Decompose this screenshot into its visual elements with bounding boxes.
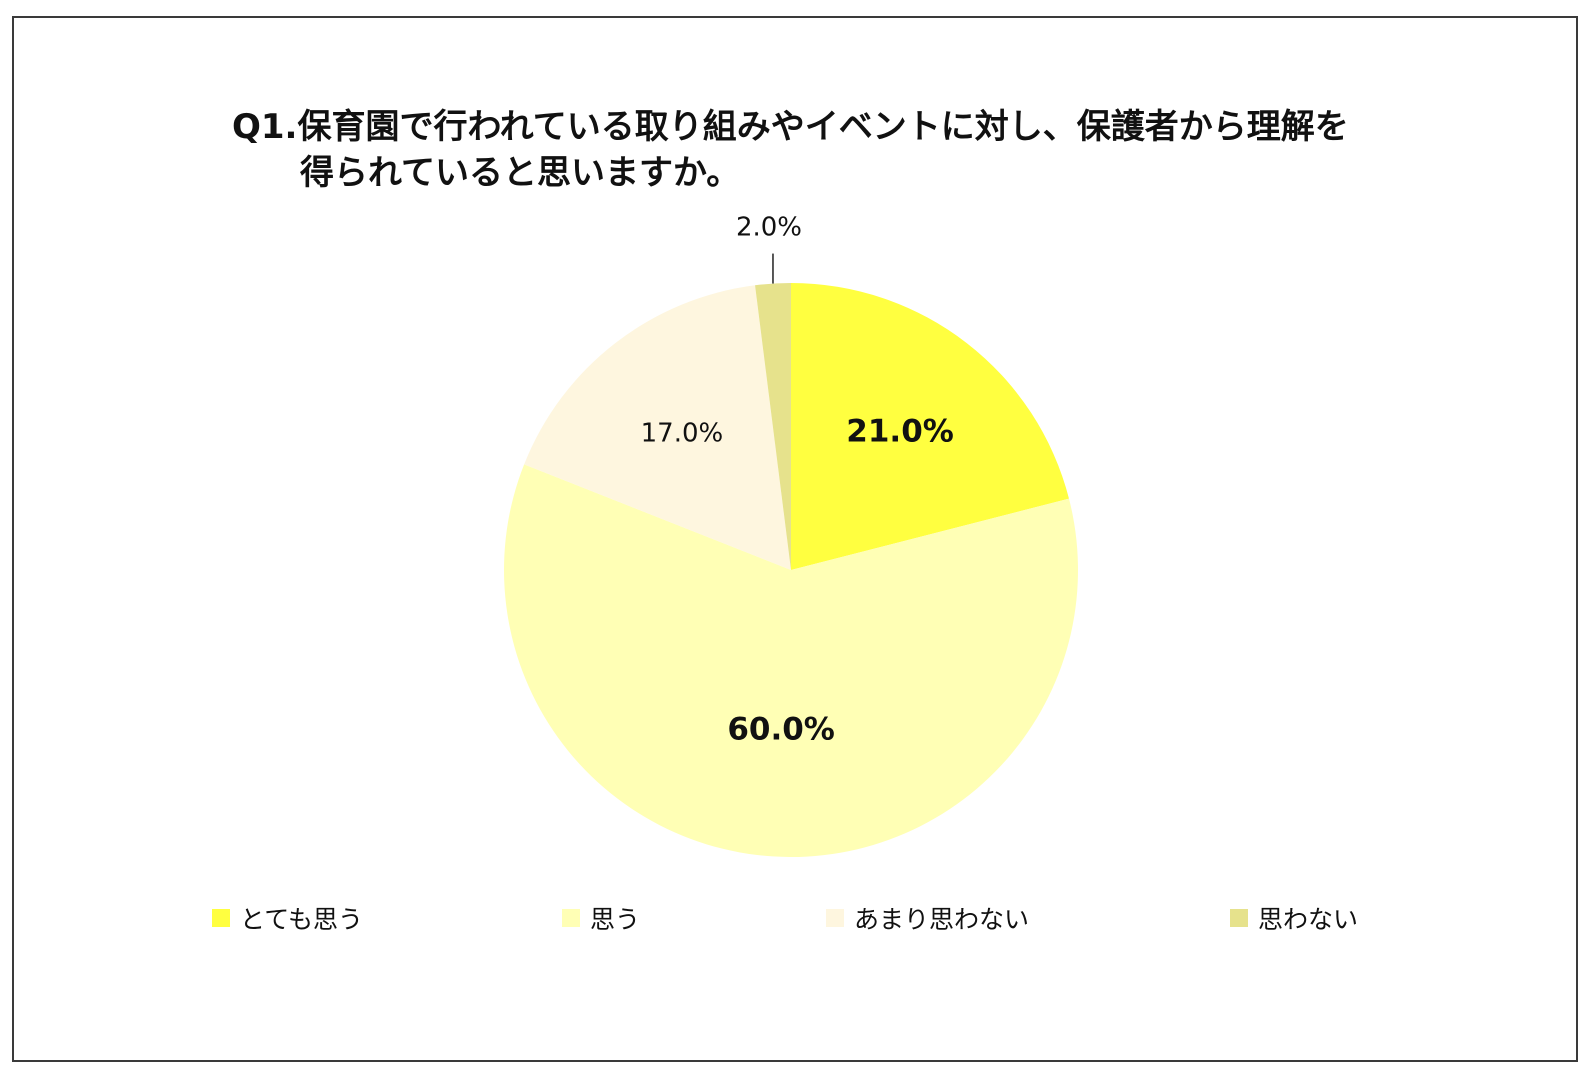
slice-value-label: 60.0%	[727, 712, 835, 748]
legend-item-omowanai: 思わない	[1230, 900, 1358, 936]
legend-label: あまり思わない	[854, 905, 1030, 934]
slice-value-label: 17.0%	[641, 418, 724, 448]
legend-label: 思う	[590, 905, 641, 934]
legend-item-amari-omowanai: あまり思わない	[826, 900, 1029, 936]
slice-value-label: 2.0%	[736, 213, 802, 243]
legend-swatch	[562, 909, 580, 927]
legend-label: とても思う	[240, 905, 364, 934]
pie-slice	[755, 283, 791, 570]
legend-label: 思わない	[1258, 905, 1359, 934]
legend-item-totemo-omou: とても思う	[212, 900, 363, 936]
slice-value-label: 21.0%	[846, 413, 954, 449]
chart-title-line-1: Q1.保育園で行われている取り組みやイベントに対し、保護者から理解を	[232, 107, 1349, 147]
pie-slice	[524, 285, 791, 570]
pie-slice	[791, 283, 1069, 570]
chart-title-line-2: 得られていると思いますか。	[300, 153, 741, 193]
pie-slice	[504, 464, 1078, 858]
legend-swatch	[212, 909, 230, 927]
legend-swatch	[826, 909, 844, 927]
legend-swatch	[1230, 909, 1248, 927]
legend-item-omou: 思う	[562, 900, 640, 936]
